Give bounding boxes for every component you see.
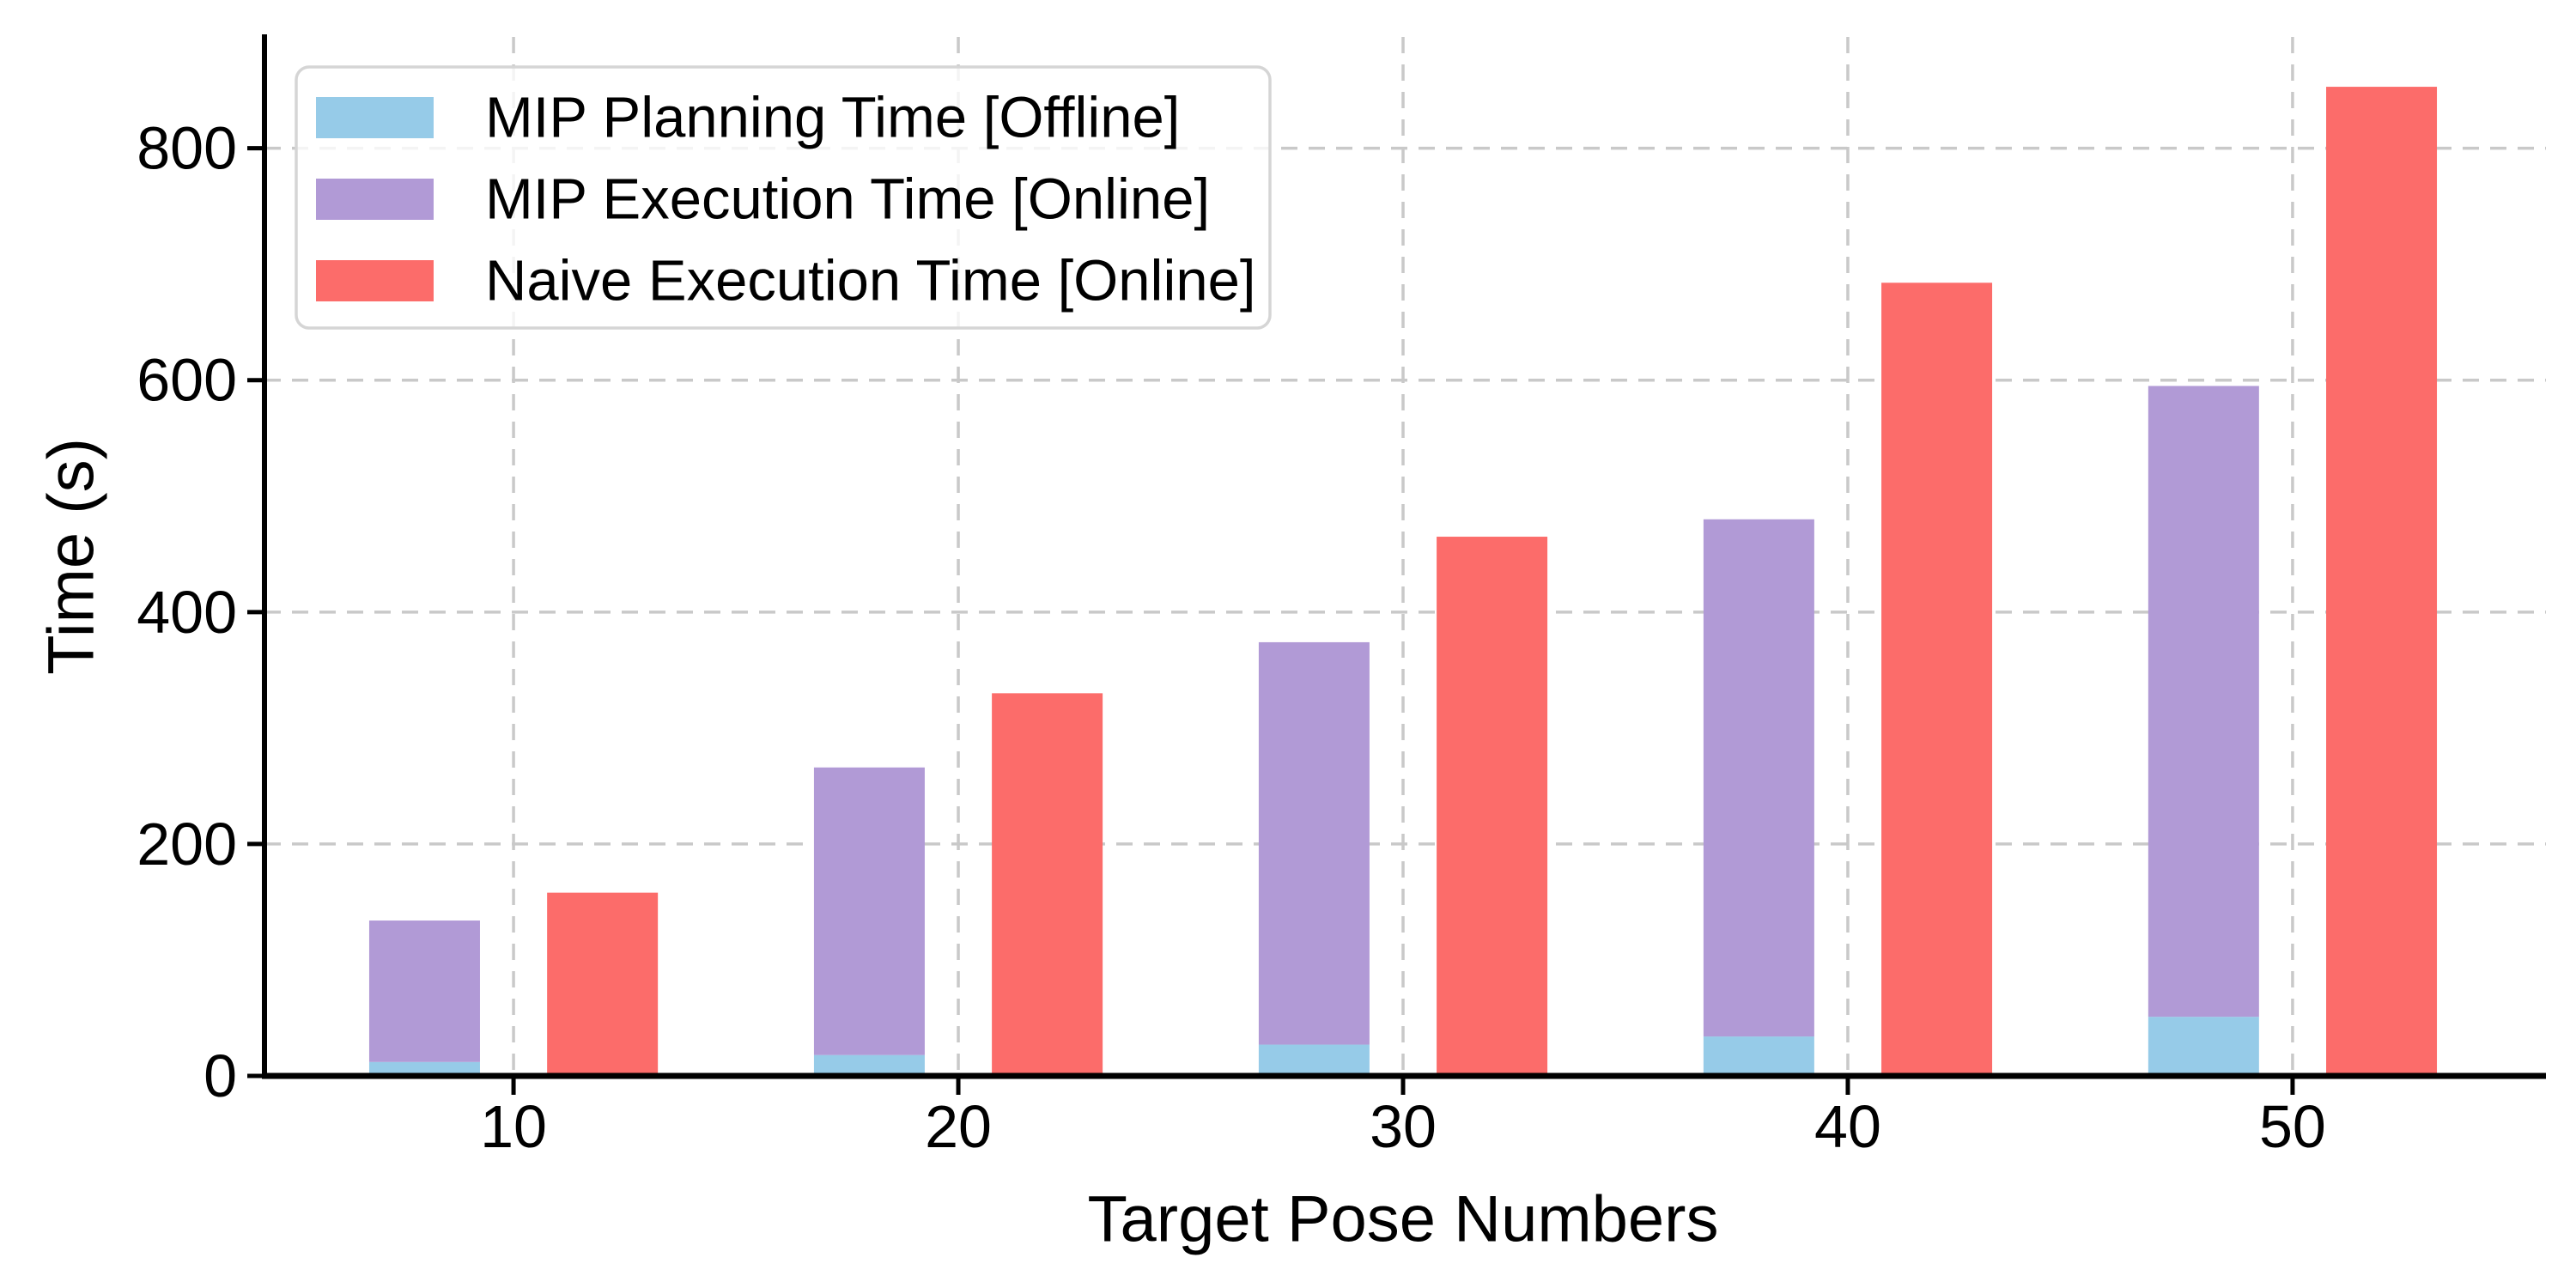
legend-label-2: Naive Execution Time [Online]	[485, 249, 1255, 313]
legend-label-1: MIP Execution Time [Online]	[485, 167, 1210, 232]
bar-execution-50	[2148, 386, 2259, 1018]
x-tick-label-20: 20	[925, 1093, 992, 1160]
bar-execution-20	[813, 767, 925, 1055]
x-tick-label-40: 40	[1814, 1093, 1881, 1160]
bar-naive-10	[547, 892, 659, 1076]
x-tick-label-30: 30	[1370, 1093, 1437, 1160]
legend-swatch-2	[316, 260, 434, 301]
bar-planning-50	[2148, 1017, 2259, 1076]
y-axis-title: Time (s)	[35, 438, 108, 675]
bar-planning-10	[368, 1061, 480, 1076]
y-tick-label-200: 200	[137, 811, 237, 878]
bar-execution-10	[368, 920, 480, 1062]
bar-naive-40	[1881, 283, 1993, 1076]
bar-execution-30	[1258, 641, 1370, 1045]
bar-planning-40	[1703, 1036, 1814, 1076]
bar-planning-20	[813, 1054, 925, 1076]
bar-naive-20	[992, 693, 1103, 1076]
y-tick-label-400: 400	[137, 579, 237, 646]
legend-label-0: MIP Planning Time [Offline]	[485, 86, 1180, 150]
x-tick-label-50: 50	[2259, 1093, 2326, 1160]
legend-box	[295, 65, 1272, 330]
bar-naive-30	[1437, 537, 1548, 1076]
y-tick-label-0: 0	[204, 1042, 237, 1109]
y-tick-label-800: 800	[137, 115, 237, 182]
y-tick-label-600: 600	[137, 347, 237, 414]
legend-swatch-0	[316, 97, 434, 138]
legend-swatch-1	[316, 179, 434, 220]
x-axis-title: Target Pose Numbers	[1088, 1183, 1719, 1256]
bar-naive-50	[2326, 87, 2438, 1076]
x-tick-label-10: 10	[480, 1093, 547, 1160]
bar-execution-40	[1703, 519, 1814, 1037]
bar-planning-30	[1258, 1044, 1370, 1076]
